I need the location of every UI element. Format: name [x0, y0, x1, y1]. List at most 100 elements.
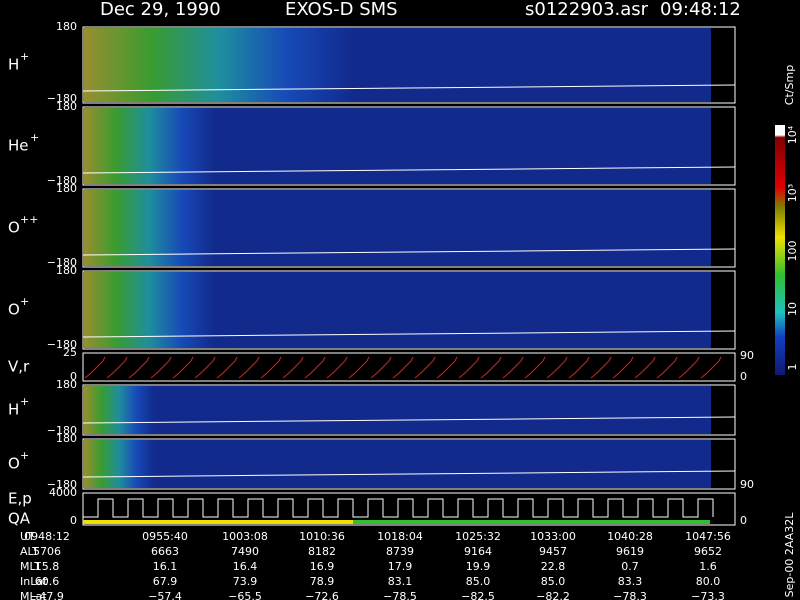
panel-label: O [8, 455, 20, 473]
trace [82, 330, 736, 338]
table-cell: 0955:40 [142, 530, 188, 543]
table-cell: 83.3 [618, 575, 643, 588]
colorbar-label: 10⁴ [786, 125, 799, 144]
colorbar [775, 125, 785, 375]
row-label: UT [20, 530, 35, 543]
table-cell: 83.1 [388, 575, 413, 588]
table-cell: 0.7 [621, 560, 639, 573]
row-label: MLT [20, 560, 41, 573]
y-tick-label: −180 [47, 338, 77, 351]
panel-label-sup: + [20, 50, 29, 63]
energy-trace [83, 498, 714, 518]
y-tick-label: −180 [47, 92, 77, 105]
trace [82, 84, 736, 92]
table-cell: 67.9 [153, 575, 178, 588]
table-cell: 1018:04 [377, 530, 423, 543]
table-cell: 9619 [616, 545, 644, 558]
table-cell: 16.1 [153, 560, 178, 573]
colorbar-label: 100 [786, 241, 799, 262]
row-label: MLat [20, 590, 47, 600]
table-cell: −73.3 [691, 590, 725, 600]
table-cell: 1040:28 [607, 530, 653, 543]
y-tick-label: 0 [70, 514, 77, 527]
spectrogram [84, 440, 711, 488]
table-cell: 17.9 [388, 560, 413, 573]
table-cell: −72.6 [305, 590, 339, 600]
table-cell: −82.2 [536, 590, 570, 600]
qa-bar [83, 520, 353, 524]
table-cell: 78.9 [310, 575, 335, 588]
panel-label: E,p [8, 490, 32, 508]
spectrogram [84, 386, 711, 434]
table-cell: −78.3 [613, 590, 647, 600]
spectrogram-active [84, 190, 214, 266]
table-cell: 1025:32 [455, 530, 501, 543]
colorbar-label: 10³ [786, 184, 799, 202]
row-label: ALT [20, 545, 39, 558]
y-tick-label: 180 [56, 100, 77, 113]
y-tick-label: 180 [56, 264, 77, 277]
y-tick-label: −180 [47, 256, 77, 269]
velocity-trace [84, 356, 722, 379]
table-cell: −78.5 [383, 590, 417, 600]
table-cell: 80.0 [696, 575, 721, 588]
date: Dec 29, 1990 [100, 0, 221, 20]
spectrogram-active [84, 108, 214, 184]
y-tick-label: 0 [70, 370, 77, 383]
y-tick-label: 4000 [49, 486, 77, 499]
table-cell: 9652 [694, 545, 722, 558]
table-cell: −47.9 [30, 590, 64, 600]
y2-tick-label: 90 [740, 349, 754, 362]
colorbar-label: 10 [786, 302, 799, 316]
y-tick-label: 180 [56, 378, 77, 391]
table-cell: 8182 [308, 545, 336, 558]
panel-frame [82, 352, 736, 382]
table-cell: 1010:36 [299, 530, 345, 543]
table-cell: 9457 [539, 545, 567, 558]
table-cell: −82.5 [461, 590, 495, 600]
y-tick-label: −180 [47, 478, 77, 491]
table-cell: 8739 [386, 545, 414, 558]
table-cell: −65.5 [228, 590, 262, 600]
table-cell: −57.4 [148, 590, 182, 600]
side-note: Sep-00 2AA32L [783, 512, 796, 598]
panel-label: H [8, 401, 19, 419]
y2-tick-label: 0 [740, 514, 747, 527]
y-tick-label: −180 [47, 424, 77, 437]
spectrogram-active [84, 386, 154, 434]
table-cell: 73.9 [233, 575, 258, 588]
row-label: InLat [20, 575, 48, 588]
y-tick-label: −180 [47, 174, 77, 187]
spectrogram-active [84, 440, 154, 488]
panel-label-sup: ++ [20, 213, 38, 226]
panel-label-sup: + [20, 295, 29, 308]
panel-label-sup: + [30, 131, 39, 144]
panel-label: V,r [8, 358, 30, 376]
colorbar-unit: Ct/Smp [783, 65, 796, 105]
panel-label: He [8, 137, 29, 155]
trace [82, 248, 736, 256]
panel-label: QA [8, 510, 31, 528]
table-cell: 5706 [33, 545, 61, 558]
qa-bar [353, 520, 710, 524]
table-cell: 19.9 [466, 560, 491, 573]
table-cell: 1.6 [699, 560, 717, 573]
table-cell: 0948:12 [24, 530, 70, 543]
table-cell: 1033:00 [530, 530, 576, 543]
panel-label: H [8, 56, 19, 74]
table-cell: 16.4 [233, 560, 258, 573]
instrument: EXOS-D SMS [285, 0, 398, 20]
table-cell: 22.8 [541, 560, 566, 573]
y-tick-label: 180 [56, 20, 77, 33]
file: s0122903.asr [525, 0, 649, 20]
y-tick-label: 180 [56, 182, 77, 195]
trace [82, 416, 736, 424]
y-tick-label: 180 [56, 432, 77, 445]
table-cell: 1003:08 [222, 530, 268, 543]
panel-frame [82, 492, 736, 526]
panel-label: O [8, 219, 20, 237]
table-cell: 1047:56 [685, 530, 731, 543]
table-cell: 6663 [151, 545, 179, 558]
y-tick-label: 25 [63, 346, 77, 359]
